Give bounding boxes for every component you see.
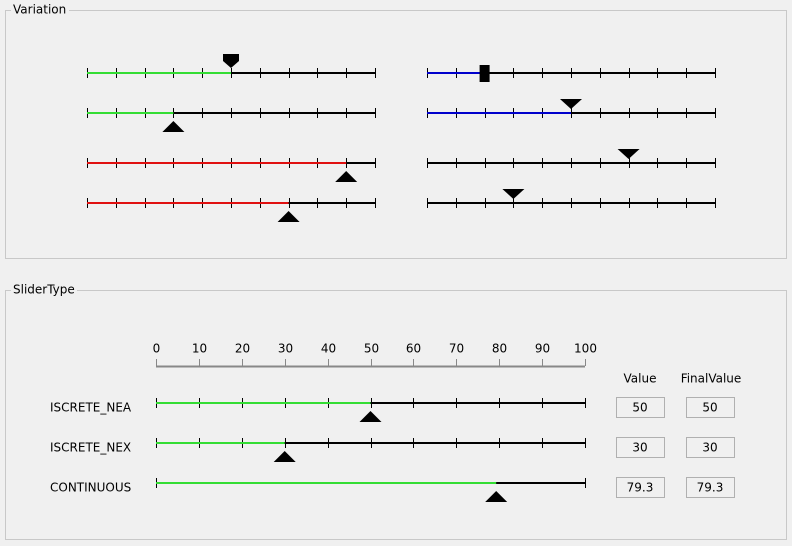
slider-label: ISCRETE_NEX <box>50 441 131 455</box>
scale-label: 90 <box>535 342 550 356</box>
scale-label: 10 <box>192 342 207 356</box>
slider-thumb[interactable] <box>162 121 185 132</box>
group-label-bg <box>11 283 77 297</box>
slider-thumb[interactable] <box>277 211 300 222</box>
scale-label: 0 <box>153 342 161 356</box>
group-box <box>5 290 787 540</box>
value-box <box>616 477 665 498</box>
value-box <box>686 437 735 458</box>
scale-label: 70 <box>449 342 464 356</box>
slider-thumb[interactable] <box>560 99 582 109</box>
slider-thumb[interactable] <box>502 189 525 199</box>
final-value-text: 50 <box>702 401 717 415</box>
slider-thumb[interactable] <box>485 491 508 502</box>
slider-thumb[interactable] <box>479 65 490 82</box>
column-header: FinalValue <box>681 372 742 386</box>
slider-thumb[interactable] <box>359 411 382 422</box>
value-text: 30 <box>632 441 647 455</box>
slider-thumb[interactable] <box>223 54 239 68</box>
scale-label: 20 <box>235 342 250 356</box>
slider-thumb[interactable] <box>617 149 640 159</box>
value-box <box>616 437 665 458</box>
value-text: 79.3 <box>627 481 654 495</box>
group-label-bg <box>11 3 69 17</box>
slider-thumb[interactable] <box>335 171 358 182</box>
scale-label: 100 <box>574 342 597 356</box>
slider-thumb[interactable] <box>273 451 296 462</box>
scale-label: 60 <box>406 342 421 356</box>
slider-label: CONTINUOUS <box>50 481 131 495</box>
slider-label: ISCRETE_NEA <box>50 401 132 415</box>
final-value-text: 79.3 <box>697 481 724 495</box>
value-box <box>686 477 735 498</box>
group-title: Variation <box>13 3 66 17</box>
value-box <box>616 397 665 418</box>
column-header: Value <box>624 372 657 386</box>
group-title: SliderType <box>13 283 75 297</box>
scale-label: 50 <box>364 342 379 356</box>
final-value-text: 30 <box>702 441 717 455</box>
scale-label: 30 <box>278 342 293 356</box>
value-box <box>686 397 735 418</box>
scale-label: 80 <box>492 342 507 356</box>
value-text: 50 <box>632 401 647 415</box>
scale-label: 40 <box>321 342 336 356</box>
group-box <box>5 10 787 259</box>
